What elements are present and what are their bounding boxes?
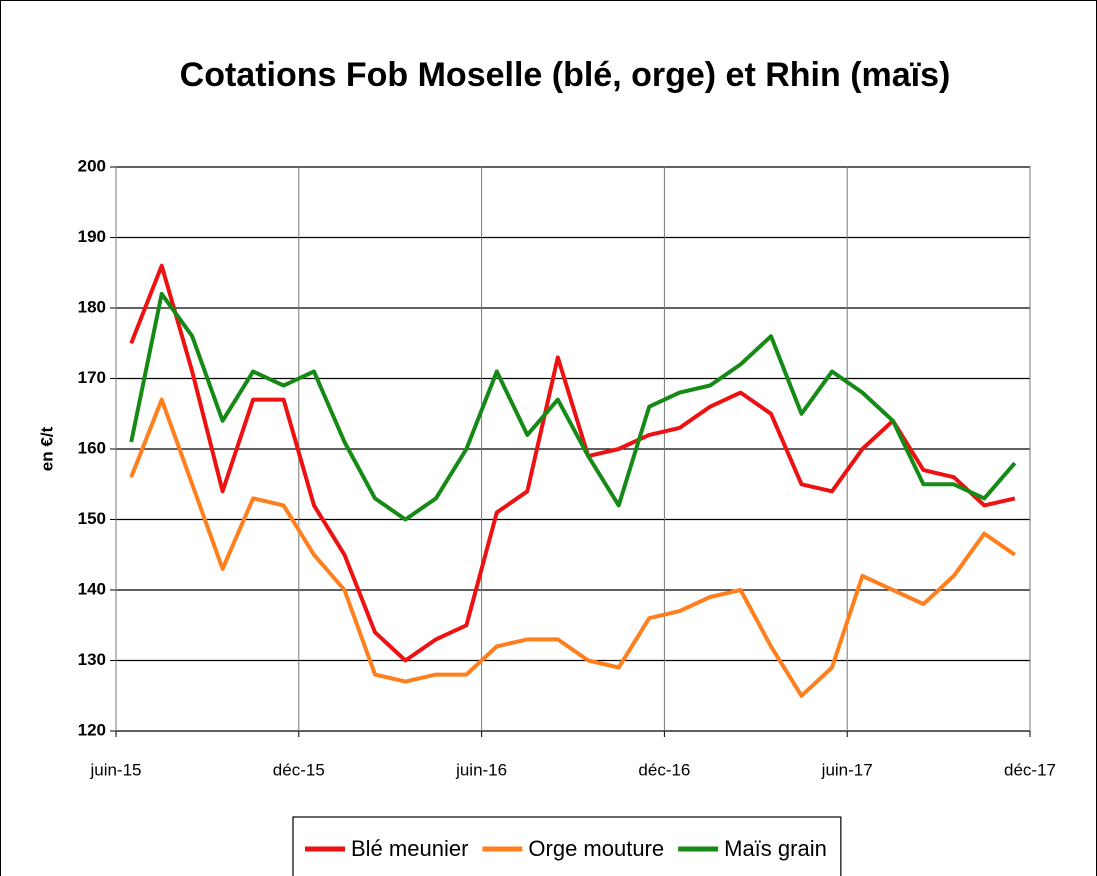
legend-label: Blé meunier [351, 836, 468, 861]
legend-label: Maïs grain [724, 836, 827, 861]
y-axis-label: en €/t [37, 426, 56, 471]
chart-title: Cotations Fob Moselle (blé, orge) et Rhi… [180, 56, 951, 94]
x-tick-label: déc-16 [638, 760, 690, 779]
y-tick-label: 120 [78, 720, 106, 739]
y-tick-label: 130 [78, 650, 106, 669]
y-tick-label: 190 [78, 227, 106, 246]
y-tick-label: 180 [78, 297, 106, 316]
y-tick-label: 160 [78, 438, 106, 457]
x-tick-label: juin-17 [821, 760, 873, 779]
y-tick-label: 140 [78, 579, 106, 598]
legend-label: Orge mouture [528, 836, 664, 861]
x-tick-label: déc-15 [273, 760, 325, 779]
series-line [129, 291, 1017, 522]
x-tick-label: déc-17 [1004, 760, 1056, 779]
series-line [129, 397, 1016, 698]
legend: Blé meunier Orge mouture Maïs grain [292, 816, 842, 876]
x-tick-label: juin-15 [89, 760, 141, 779]
y-tick-label: 170 [78, 368, 106, 387]
series-line [129, 263, 1016, 663]
y-tick-label: 200 [78, 156, 106, 175]
y-tick-label: 150 [78, 509, 106, 528]
x-tick-label: juin-16 [455, 760, 507, 779]
legend-box [292, 816, 842, 876]
